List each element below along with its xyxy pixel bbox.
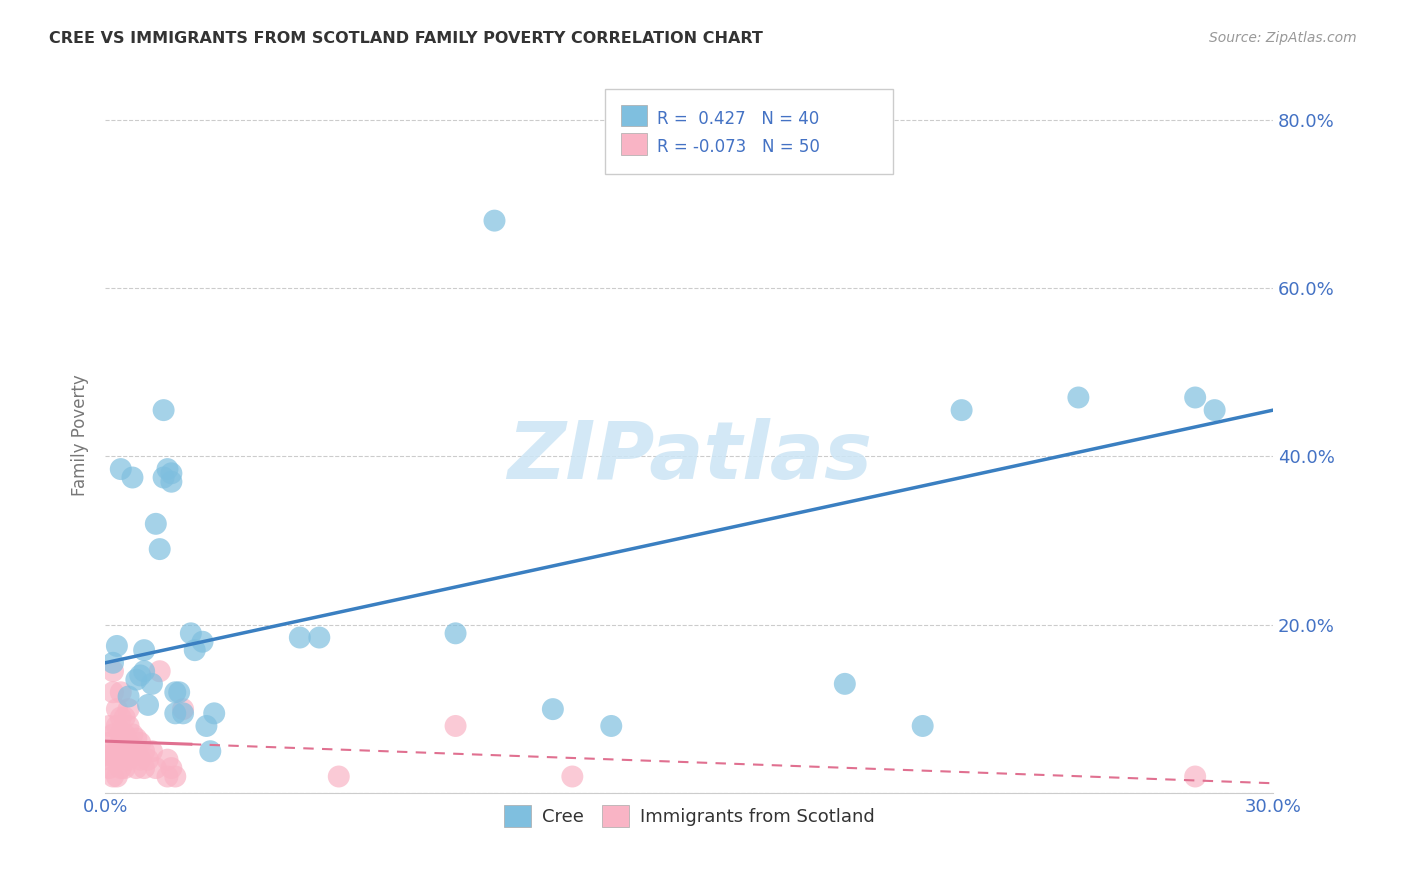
Point	[110, 710, 132, 724]
Text: CREE VS IMMIGRANTS FROM SCOTLAND FAMILY POVERTY CORRELATION CHART: CREE VS IMMIGRANTS FROM SCOTLAND FAMILY …	[49, 31, 763, 46]
Point	[125, 731, 148, 746]
Point	[110, 736, 132, 750]
Point	[561, 770, 583, 784]
Point	[110, 685, 132, 699]
Point	[191, 634, 214, 648]
Point	[288, 631, 311, 645]
Point	[114, 710, 136, 724]
Point	[110, 761, 132, 775]
Point	[165, 706, 187, 721]
Point	[134, 761, 156, 775]
Point	[156, 770, 179, 784]
Legend: Cree, Immigrants from Scotland: Cree, Immigrants from Scotland	[496, 798, 882, 834]
Point	[141, 677, 163, 691]
Point	[167, 685, 190, 699]
Point	[165, 685, 187, 699]
Point	[105, 753, 128, 767]
Point	[105, 770, 128, 784]
Point	[600, 719, 623, 733]
Point	[105, 744, 128, 758]
Point	[101, 685, 124, 699]
Point	[149, 664, 172, 678]
Point	[541, 702, 564, 716]
Point	[160, 475, 183, 489]
Point	[834, 677, 856, 691]
Point	[134, 744, 156, 758]
Point	[444, 626, 467, 640]
Point	[117, 736, 139, 750]
Point	[105, 719, 128, 733]
Text: R = -0.073   N = 50: R = -0.073 N = 50	[657, 138, 820, 156]
Point	[308, 631, 330, 645]
Point	[114, 727, 136, 741]
Point	[129, 668, 152, 682]
Point	[117, 690, 139, 704]
Point	[101, 727, 124, 741]
Point	[195, 719, 218, 733]
Point	[172, 706, 194, 721]
Point	[125, 761, 148, 775]
Point	[101, 664, 124, 678]
Point	[134, 643, 156, 657]
Point	[98, 736, 121, 750]
Text: R =  0.427   N = 40: R = 0.427 N = 40	[657, 110, 818, 128]
Point	[121, 727, 143, 741]
Point	[98, 761, 121, 775]
Point	[121, 744, 143, 758]
Point	[136, 698, 159, 712]
Point	[1067, 391, 1090, 405]
Point	[110, 462, 132, 476]
Point	[200, 744, 222, 758]
Point	[129, 753, 152, 767]
Point	[141, 744, 163, 758]
Point	[145, 516, 167, 531]
Y-axis label: Family Poverty: Family Poverty	[72, 375, 89, 496]
Point	[1204, 403, 1226, 417]
Point	[125, 744, 148, 758]
Point	[911, 719, 934, 733]
Point	[180, 626, 202, 640]
Point	[105, 702, 128, 716]
Point	[94, 748, 117, 763]
Text: ZIPatlas: ZIPatlas	[506, 417, 872, 496]
Text: Source: ZipAtlas.com: Source: ZipAtlas.com	[1209, 31, 1357, 45]
Point	[145, 761, 167, 775]
Point	[156, 753, 179, 767]
Point	[149, 542, 172, 557]
Point	[129, 736, 152, 750]
Point	[117, 702, 139, 716]
Point	[484, 213, 506, 227]
Point	[328, 770, 350, 784]
Point	[110, 727, 132, 741]
Point	[98, 753, 121, 767]
Point	[950, 403, 973, 417]
Point	[1184, 391, 1206, 405]
Point	[114, 744, 136, 758]
Point	[125, 673, 148, 687]
Point	[160, 761, 183, 775]
Point	[165, 770, 187, 784]
Point	[101, 744, 124, 758]
Point	[105, 639, 128, 653]
Point	[98, 719, 121, 733]
Point	[134, 664, 156, 678]
Point	[101, 656, 124, 670]
Point	[117, 753, 139, 767]
Point	[202, 706, 225, 721]
Point	[444, 719, 467, 733]
Point	[121, 470, 143, 484]
Point	[184, 643, 207, 657]
Point	[160, 467, 183, 481]
Point	[101, 770, 124, 784]
Point	[114, 761, 136, 775]
Point	[117, 719, 139, 733]
Point	[1184, 770, 1206, 784]
Point	[152, 470, 174, 484]
Point	[172, 702, 194, 716]
Point	[136, 753, 159, 767]
Point	[152, 403, 174, 417]
Point	[156, 462, 179, 476]
